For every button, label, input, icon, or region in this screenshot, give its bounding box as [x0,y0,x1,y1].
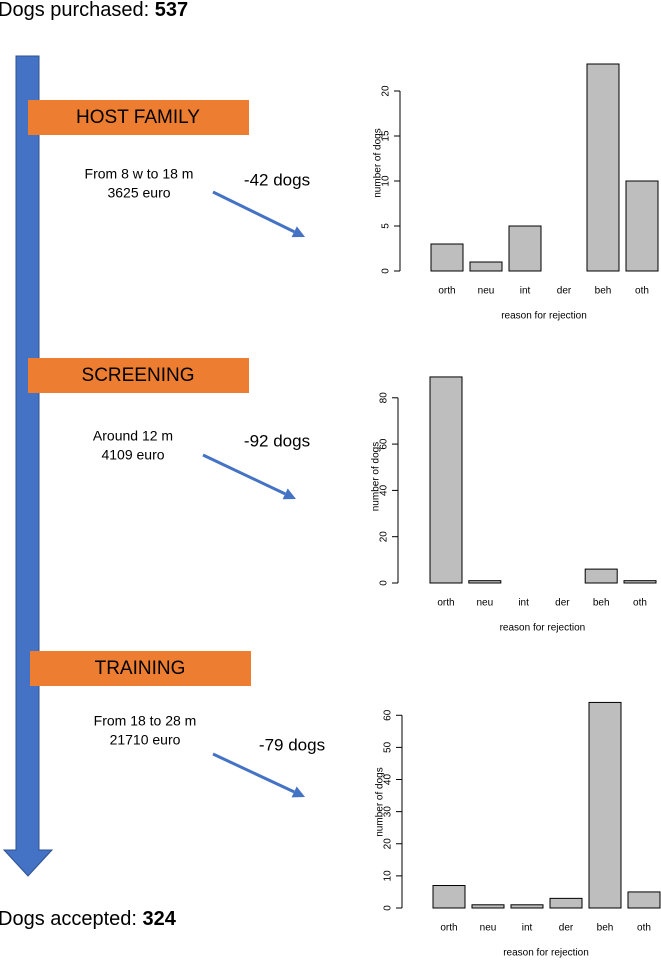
bar [508,225,542,272]
stage-title: TRAINING [95,658,186,679]
bar [623,580,657,584]
bar [588,701,622,909]
stage-period: From 8 w to 18 m [85,166,194,182]
y-tick-label: 10 [381,175,392,187]
stage-cost: 3625 euro [107,185,170,201]
bar [586,63,620,272]
x-axis-label: reason for rejection [503,948,589,959]
x-tick-label: orth [437,598,454,609]
y-tick-label: 20 [383,838,394,850]
stage-title: SCREENING [82,365,195,386]
y-axis-label: number of dogs [373,128,384,198]
bar [584,568,618,584]
loss-arrow [212,190,295,234]
x-tick-label: der [559,923,574,934]
loss-arrow-head [291,226,305,238]
chart: 0 20 40 60 80 number of dogs orth neu int der beh o… [371,376,657,634]
bar [471,904,505,909]
y-tick-label: 20 [379,531,390,543]
x-tick-label: orth [438,286,455,297]
x-tick-label: der [555,598,570,609]
bar [549,897,583,909]
stage-cost: 4109 euro [101,447,164,463]
loss-arrow [212,752,295,794]
stage-box [28,358,249,393]
y-axis-label: number of dogs [371,442,382,512]
x-axis-label: reason for rejection [501,311,587,322]
accepted-value: 324 [143,908,177,930]
bar [468,580,502,584]
purchased: Dogs purchased: 537 [0,0,188,21]
bar [510,904,544,909]
loss-arrow-head [291,786,305,798]
x-tick-label: orth [440,923,457,934]
x-tick-label: neu [480,923,497,934]
stage-title: HOST FAMILY [76,107,200,128]
y-tick-label: 15 [381,130,392,142]
stage-box [28,100,249,135]
timeline-arrow [2,55,54,877]
bar [625,180,659,272]
accepted-label: Dogs accepted: [0,908,137,930]
x-tick-label: neu [478,286,495,297]
stage-box [30,651,251,686]
x-tick-label: int [522,923,533,934]
x-tick-label: beh [595,286,612,297]
x-tick-label: beh [597,923,614,934]
bar [627,891,661,909]
purchased-label: Dogs purchased: [0,0,149,21]
x-tick-label: beh [593,598,610,609]
stage-loss: -42 dogs [244,170,310,189]
y-tick-label: 40 [379,484,390,496]
bar [429,376,463,584]
y-axis-label: number of dogs [375,767,386,837]
x-axis-label: reason for rejection [500,623,586,634]
y-tick-label: 60 [379,438,390,450]
x-tick-label: neu [476,598,493,609]
y-tick-label: 50 [383,741,394,753]
y-tick-label: 0 [383,905,394,911]
stage-period: From 18 to 28 m [94,713,197,729]
x-tick-label: der [557,286,572,297]
y-tick-label: 5 [381,223,392,229]
bar [430,243,464,272]
y-tick-label: 30 [383,806,394,818]
x-tick-label: int [520,286,531,297]
stage-cost: 21710 euro [110,732,181,748]
chart: 0 10 20 30 40 50 60 number of dogs orth neu int der… [375,701,661,959]
y-tick-label: 40 [383,774,394,786]
chart: 0 5 10 15 20 number of dogs orth neu int der beh ot… [373,63,659,322]
stage-loss: -92 dogs [244,431,310,450]
x-tick-label: int [518,598,529,609]
loss-arrow [202,453,286,496]
x-tick-label: oth [635,286,649,297]
y-tick-label: 0 [381,268,392,274]
x-tick-label: oth [637,923,651,934]
stage-loss: -79 dogs [259,735,325,754]
bar [432,885,466,909]
y-tick-label: 80 [379,392,390,404]
y-tick-label: 20 [381,85,392,97]
accepted: Dogs accepted: 324 [0,908,177,930]
x-tick-label: oth [633,598,647,609]
y-tick-label: 60 [383,709,394,721]
purchased-value: 537 [155,0,188,21]
stage-period: Around 12 m [93,428,173,444]
y-tick-label: 10 [383,870,394,882]
bar [469,261,503,272]
y-tick-label: 0 [379,580,390,586]
loss-arrow-head [282,488,296,500]
